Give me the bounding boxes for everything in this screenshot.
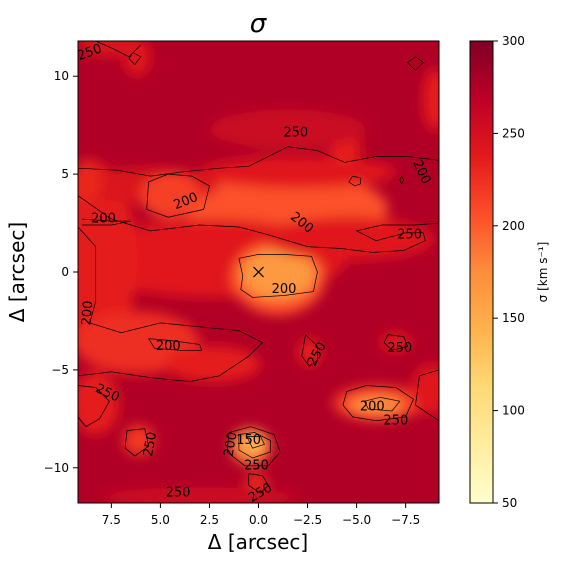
contour-line-200 bbox=[364, 396, 401, 412]
x-tick-label: −7.5 bbox=[391, 513, 420, 527]
heatmap-region bbox=[411, 364, 439, 415]
center-markers bbox=[253, 266, 264, 278]
heatmap-region bbox=[423, 68, 439, 132]
colorbar-ticks: 300 250 200 150 100 50 bbox=[493, 34, 525, 510]
heatmap-region bbox=[78, 41, 137, 57]
contour-line-200 bbox=[238, 254, 318, 298]
contour-line-250 bbox=[95, 41, 142, 58]
contour-line-250 bbox=[128, 52, 142, 66]
y-axis: 10 5 0 −5 −10 bbox=[44, 69, 78, 475]
y-tick-label: 0 bbox=[61, 265, 69, 279]
contour-line-200 bbox=[148, 338, 203, 351]
contour-label: 250 bbox=[166, 486, 191, 501]
heatmap-region bbox=[240, 248, 316, 300]
x-tick-label: 2.5 bbox=[200, 513, 219, 527]
chart-title: σ bbox=[250, 9, 268, 39]
colorbar-tick-label: 250 bbox=[502, 126, 525, 140]
contour-label: 250 bbox=[244, 458, 269, 473]
colorbar: 300 250 200 150 100 50 σ [km s⁻¹] bbox=[469, 34, 550, 510]
colorbar-tick-label: 150 bbox=[502, 311, 525, 325]
contour-label: 150 bbox=[236, 433, 261, 448]
y-tick-label: 5 bbox=[61, 167, 69, 181]
heatmap-region bbox=[78, 162, 137, 359]
heatmap-region bbox=[264, 217, 434, 261]
contour-line-250 bbox=[301, 334, 318, 367]
y-axis-label: Δ [arcsec] bbox=[5, 222, 29, 322]
contour-label: 200 bbox=[79, 300, 96, 326]
x-tick-label: 0.0 bbox=[249, 513, 268, 527]
heatmap-region bbox=[123, 424, 155, 457]
contour-line-250 bbox=[124, 428, 149, 457]
colorbar-gradient bbox=[469, 40, 494, 504]
contour-line-250 bbox=[407, 56, 424, 71]
contour-label: 250 bbox=[283, 126, 308, 141]
contour-line-250 bbox=[78, 226, 263, 382]
contour-line-250 bbox=[415, 369, 439, 422]
contour-label: 200 bbox=[360, 400, 385, 415]
y-tick-label: −5 bbox=[51, 363, 69, 377]
contour-line-250 bbox=[226, 426, 281, 467]
contour-line-250 bbox=[78, 195, 439, 253]
y-tick-label: 10 bbox=[54, 69, 69, 83]
contour-label: 250 bbox=[383, 413, 408, 428]
center-marker bbox=[253, 266, 264, 278]
heatmap-region bbox=[348, 395, 404, 415]
contour-line-250 bbox=[348, 175, 361, 187]
contour-line-200 bbox=[238, 432, 271, 459]
colorbar-tick-label: 200 bbox=[502, 219, 525, 233]
contour-line-150 bbox=[246, 436, 265, 449]
x-axis-label: Δ [arcsec] bbox=[208, 530, 308, 554]
heatmap-region bbox=[101, 487, 298, 503]
contour-label: 250 bbox=[387, 341, 412, 356]
heatmap-region bbox=[209, 109, 367, 149]
contour-label: 200 bbox=[91, 212, 116, 227]
x-axis: 7.5 5.0 2.5 0.0 −2.5 −5.0 −7.5 bbox=[102, 503, 420, 527]
x-tick-label: −5.0 bbox=[342, 513, 371, 527]
contour-label: 200 bbox=[221, 431, 240, 458]
y-tick-label: −10 bbox=[44, 461, 69, 475]
contour-label: 200 bbox=[272, 282, 297, 297]
contour-line-250 bbox=[78, 385, 110, 428]
x-tick-label: 5.0 bbox=[151, 513, 170, 527]
colorbar-tick-label: 100 bbox=[502, 404, 525, 418]
colorbar-label: σ [km s⁻¹] bbox=[536, 242, 550, 303]
x-tick-label: 7.5 bbox=[102, 513, 121, 527]
contour-line-200 bbox=[81, 218, 132, 226]
contour-label: 200 bbox=[156, 339, 181, 354]
contour-line-250 bbox=[342, 385, 414, 422]
colorbar-tick-label: 50 bbox=[502, 496, 517, 510]
contour-line-250 bbox=[248, 473, 269, 494]
heatmap-region bbox=[78, 371, 120, 435]
contour-label: 250 bbox=[141, 431, 160, 458]
heatmap-region bbox=[140, 172, 200, 220]
contour-line-250 bbox=[399, 175, 405, 185]
contour-lines bbox=[78, 41, 439, 494]
contour-line-250 bbox=[78, 146, 439, 177]
heatmap-region bbox=[199, 156, 396, 188]
heatmap-region bbox=[166, 346, 261, 382]
contour-label: 250 bbox=[397, 227, 422, 242]
contour-line-200 bbox=[146, 173, 210, 218]
colorbar-tick-label: 300 bbox=[502, 34, 525, 48]
x-tick-label: −2.5 bbox=[293, 513, 322, 527]
contour-line-250 bbox=[383, 334, 409, 351]
